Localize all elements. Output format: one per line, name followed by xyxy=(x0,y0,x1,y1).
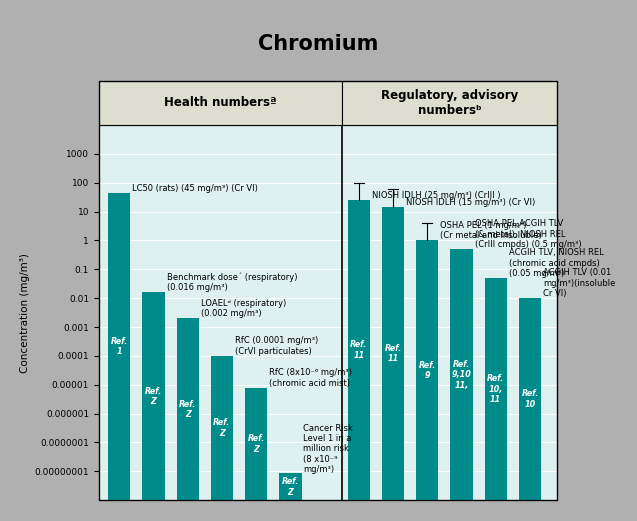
Y-axis label: Concentration (mg/m³): Concentration (mg/m³) xyxy=(20,253,30,373)
Bar xyxy=(143,292,164,500)
Text: OSHA PEL,ACGIH TLV
(& metal), NIOSH REL
(CrIII cmpds) (0.5 mg/m³): OSHA PEL,ACGIH TLV (& metal), NIOSH REL … xyxy=(475,219,581,249)
Text: Ref.
Z: Ref. Z xyxy=(282,477,299,497)
Text: Ref.
9,10
11,: Ref. 9,10 11, xyxy=(452,360,471,390)
Bar xyxy=(245,388,268,500)
Text: Ref.
10: Ref. 10 xyxy=(521,390,539,409)
Text: Regulatory, advisory
numbersᵇ: Regulatory, advisory numbersᵇ xyxy=(381,89,518,117)
Text: Health numbersª: Health numbersª xyxy=(164,96,276,109)
Text: Ref.
Z: Ref. Z xyxy=(248,434,265,454)
Bar xyxy=(348,200,370,500)
Text: Ref.
11: Ref. 11 xyxy=(350,340,368,360)
Text: ACGIH TLV, NIOSH REL
(chromic acid cmpds)
(0.05 mg/m³): ACGIH TLV, NIOSH REL (chromic acid cmpds… xyxy=(509,248,603,278)
Bar xyxy=(211,356,233,500)
Text: Ref.
9: Ref. 9 xyxy=(419,361,436,380)
Bar xyxy=(416,241,438,500)
Bar xyxy=(485,278,507,500)
Text: Ref.
10,
11: Ref. 10, 11 xyxy=(487,374,505,404)
Text: Ref.
1: Ref. 1 xyxy=(111,337,128,356)
Text: RfC (0.0001 mg/m³)
(CrVI particulates): RfC (0.0001 mg/m³) (CrVI particulates) xyxy=(235,337,318,356)
Text: RfC (8x10⁻⁶ mg/m³)
(chromic acid mist): RfC (8x10⁻⁶ mg/m³) (chromic acid mist) xyxy=(269,368,352,388)
Text: ACGIH TLV (0.01
mg/m³)(insoluble
Cr VI): ACGIH TLV (0.01 mg/m³)(insoluble Cr VI) xyxy=(543,268,615,298)
Text: Chromium: Chromium xyxy=(259,34,378,54)
Bar xyxy=(108,193,131,500)
Bar xyxy=(450,249,473,500)
Bar xyxy=(176,318,199,500)
Text: Ref.
11: Ref. 11 xyxy=(385,344,402,363)
Text: NIOSH IDLH (25 mg/m³) (CrIII ): NIOSH IDLH (25 mg/m³) (CrIII ) xyxy=(372,191,501,200)
Text: Benchmark dose´ (respiratory)
(0.016 mg/m³): Benchmark dose´ (respiratory) (0.016 mg/… xyxy=(166,272,297,292)
Text: NIOSH IDLH (15 mg/m³) (Cr VI): NIOSH IDLH (15 mg/m³) (Cr VI) xyxy=(406,197,535,206)
Bar xyxy=(279,473,301,500)
Text: Cancer Risk
Level 1 in a
million risk
(8 x10⁻⁹
mg/m³): Cancer Risk Level 1 in a million risk (8… xyxy=(303,424,354,474)
Text: Ref.
Z: Ref. Z xyxy=(179,400,196,419)
Text: LOAELᵈ (respiratory)
(0.002 mg/m³): LOAELᵈ (respiratory) (0.002 mg/m³) xyxy=(201,299,286,318)
Bar xyxy=(519,298,541,500)
Text: Ref.
Z: Ref. Z xyxy=(145,387,162,406)
Text: LC50 (rats) (45 mg/m³) (Cr VI): LC50 (rats) (45 mg/m³) (Cr VI) xyxy=(132,184,258,193)
Bar xyxy=(382,206,404,500)
Text: Ref.
Z: Ref. Z xyxy=(213,418,231,438)
Text: OSHA PEL (1 mg/m³)
(Cr metal and insoluble): OSHA PEL (1 mg/m³) (Cr metal and insolub… xyxy=(440,221,542,241)
